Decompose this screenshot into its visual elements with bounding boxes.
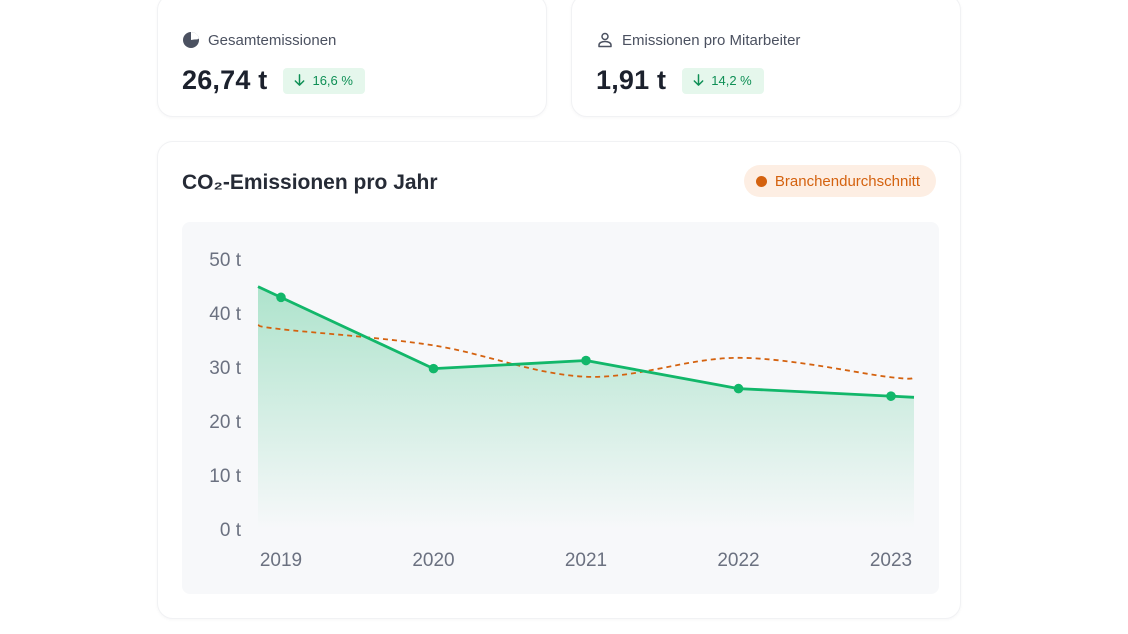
delta-value: 16,6 % <box>312 73 353 88</box>
emissions-chart: 50 t 40 t 30 t 20 t 10 t 0 t 2019 2020 2021 2022 2… <box>209 250 915 571</box>
y-tick-label: 0 t <box>220 520 242 541</box>
delta-value: 14,2 % <box>711 73 752 88</box>
kpi-value-row: 26,74 t 16,6 % <box>182 65 365 96</box>
emissions-point <box>886 391 896 401</box>
x-tick-label: 2021 <box>565 550 607 571</box>
plot-area: 50 t 40 t 30 t 20 t 10 t 0 t 2019 2020 2021 2022 2… <box>182 222 939 594</box>
kpi-card-total-emissions: Gesamtemissionen 26,74 t 16,6 % <box>157 0 547 117</box>
kpi-label: Gesamtemissionen <box>208 31 337 49</box>
kpi-label: Emissionen pro Mitarbeiter <box>622 31 801 49</box>
arrow-down-icon <box>295 74 305 86</box>
user-icon <box>596 31 614 49</box>
legend-industry-average[interactable]: Branchendurchschnitt <box>743 165 936 197</box>
emissions-point <box>428 363 439 374</box>
x-tick-label: 2023 <box>870 550 912 571</box>
emissions-point <box>581 355 591 366</box>
kpi-value: 26,74 t <box>182 65 268 95</box>
chart-title: CO₂-Emissionen pro Jahr <box>182 171 438 194</box>
y-tick-label: 10 t <box>209 466 241 487</box>
y-tick-label: 20 t <box>209 412 241 433</box>
emissions-area <box>258 286 914 529</box>
emissions-point <box>733 383 744 394</box>
kpi-label-row: Emissionen pro Mitarbeiter <box>596 31 800 49</box>
pie-chart-icon <box>182 31 200 49</box>
y-tick-label: 40 t <box>209 304 241 325</box>
x-tick-label: 2022 <box>717 550 759 571</box>
arrow-down-icon <box>693 74 704 86</box>
x-tick-label: 2019 <box>260 550 302 571</box>
y-tick-label: 30 t <box>209 358 241 379</box>
emissions-chart-card: CO₂-Emissionen pro Jahr Branchendurchsch… <box>157 141 961 619</box>
kpi-card-emissions-per-employee: Emissionen pro Mitarbeiter 1,91 t 14,2 % <box>571 0 961 117</box>
kpi-value-row: 1,91 t 14,2 % <box>596 65 764 96</box>
kpi-value: 1,91 t <box>596 65 667 95</box>
x-tick-label: 2020 <box>412 550 454 571</box>
kpi-label-row: Gesamtemissionen <box>182 31 336 49</box>
emissions-point <box>276 292 286 303</box>
legend-label: Branchendurchschnitt <box>774 172 920 190</box>
y-tick-label: 50 t <box>209 250 241 271</box>
delta-badge: 16,6 % <box>283 67 365 94</box>
legend-dot <box>755 175 767 187</box>
delta-badge: 14,2 % <box>682 67 764 94</box>
